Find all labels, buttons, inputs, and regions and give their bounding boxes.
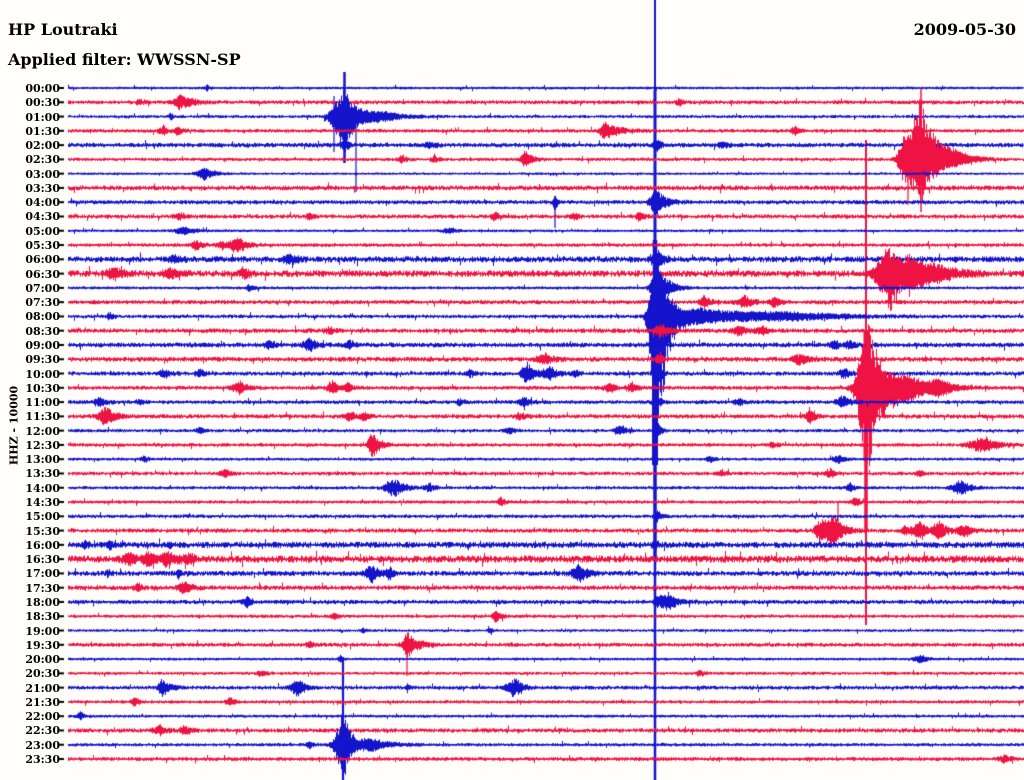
time-label: 15:30 <box>25 524 60 538</box>
time-label: 01:00 <box>25 110 60 124</box>
time-label: 08:00 <box>25 310 60 324</box>
time-label: 09:00 <box>25 338 60 352</box>
time-label: 11:00 <box>25 396 60 410</box>
time-label: 20:30 <box>25 667 60 681</box>
time-label: 17:00 <box>25 567 60 581</box>
time-label: 10:00 <box>25 367 60 381</box>
time-label: 01:30 <box>25 124 60 138</box>
time-label: 21:00 <box>25 681 60 695</box>
time-label: 06:30 <box>25 267 60 281</box>
time-label: 12:00 <box>25 424 60 438</box>
time-label: 00:00 <box>25 82 60 95</box>
time-label: 21:30 <box>25 695 60 709</box>
time-label: 05:30 <box>25 239 60 253</box>
time-label: 03:30 <box>25 181 60 195</box>
time-label: 04:00 <box>25 196 60 210</box>
time-label: 16:30 <box>25 553 60 567</box>
time-label: 05:00 <box>25 224 60 238</box>
time-label: 10:30 <box>25 381 60 395</box>
time-label: 19:00 <box>25 624 60 638</box>
time-label: 07:30 <box>25 296 60 310</box>
time-label: 19:30 <box>25 638 60 652</box>
time-label: 20:00 <box>25 653 60 667</box>
time-label: 18:30 <box>25 610 60 624</box>
time-label: 12:30 <box>25 438 60 452</box>
time-label: 16:00 <box>25 538 60 552</box>
time-label: 13:00 <box>25 453 60 467</box>
time-label: 13:30 <box>25 467 60 481</box>
time-label: 23:00 <box>25 738 60 752</box>
time-label: 14:00 <box>25 481 60 495</box>
time-label: 07:00 <box>25 281 60 295</box>
time-label: 11:30 <box>25 410 60 424</box>
time-label: 18:00 <box>25 595 60 609</box>
time-label: 22:30 <box>25 724 60 738</box>
station-title: HP Loutraki <box>8 20 118 39</box>
time-label: 22:00 <box>25 710 60 724</box>
time-label: 23:30 <box>25 753 60 767</box>
time-label: 02:30 <box>25 153 60 167</box>
time-label: 14:30 <box>25 496 60 510</box>
time-label: 15:00 <box>25 510 60 524</box>
time-label: 03:00 <box>25 167 60 181</box>
time-label: 17:30 <box>25 581 60 595</box>
date-label: 2009-05-30 <box>913 20 1016 39</box>
time-label: 04:30 <box>25 210 60 224</box>
time-label: 09:30 <box>25 353 60 367</box>
applied-filter-label: Applied filter: WWSSN-SP <box>8 50 241 69</box>
time-label: 02:00 <box>25 139 60 153</box>
time-label: 08:30 <box>25 324 60 338</box>
time-label: 06:00 <box>25 253 60 267</box>
time-label: 00:30 <box>25 96 60 110</box>
